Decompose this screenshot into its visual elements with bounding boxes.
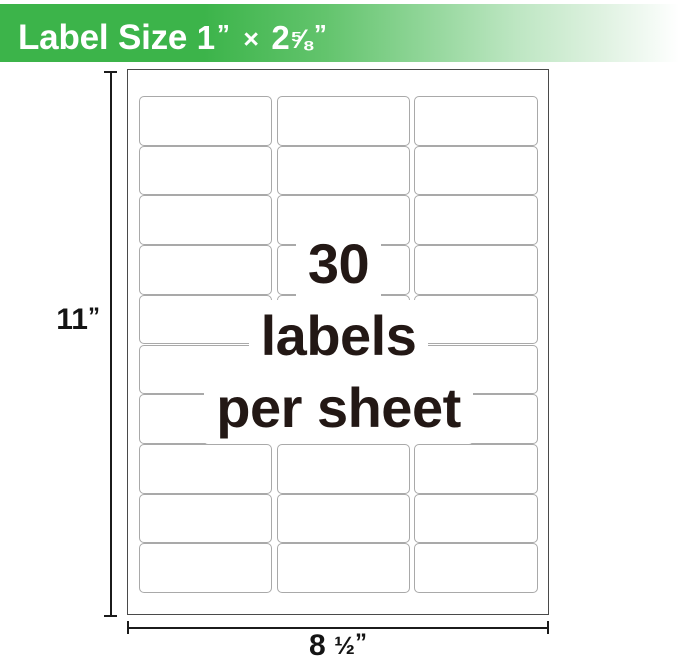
height-inch-mark: ”	[313, 19, 327, 49]
dimension-shaft-horizontal	[128, 627, 548, 629]
label-cell	[414, 443, 538, 494]
label-cell	[277, 394, 410, 444]
label-cell	[414, 394, 538, 444]
label-width-value: 1	[196, 19, 215, 56]
label-cell	[139, 145, 272, 196]
label-grid	[139, 96, 538, 593]
dimension-shaft-vertical	[110, 72, 112, 616]
header-prefix-text: Label Size	[18, 18, 188, 57]
label-cell	[414, 344, 538, 395]
label-cell	[139, 294, 272, 345]
label-cell	[277, 96, 410, 146]
dimension-cap-top	[104, 71, 117, 73]
height-dimension-line	[104, 71, 117, 617]
width-dimension-inch-mark: ”	[354, 629, 367, 656]
label-cell	[139, 195, 272, 246]
label-cell	[139, 394, 272, 444]
label-cell	[139, 96, 272, 146]
label-cell	[277, 294, 410, 345]
label-cell	[414, 96, 538, 146]
height-dimension-value: 11	[56, 303, 88, 336]
width-dimension-label: 8 ½”	[127, 629, 549, 663]
label-cell	[414, 195, 538, 246]
label-cell	[139, 245, 272, 295]
height-dimension-inch-mark: ”	[88, 303, 100, 330]
dimension-cap-bottom	[104, 615, 117, 617]
label-column	[139, 96, 272, 593]
label-column	[277, 96, 410, 593]
label-cell	[414, 493, 538, 544]
label-cell	[277, 195, 410, 246]
label-cell	[277, 543, 410, 593]
label-cell	[277, 443, 410, 494]
label-column	[414, 96, 538, 593]
label-cell	[139, 344, 272, 395]
height-dimension-label: 11”	[34, 303, 100, 337]
dimension-cap-left	[127, 621, 129, 634]
width-dimension-whole: 8	[309, 629, 326, 662]
label-cell	[414, 543, 538, 593]
label-cell	[277, 344, 410, 395]
width-inch-mark: ”	[216, 19, 230, 49]
label-cell	[414, 294, 538, 345]
label-height-whole: 2	[271, 19, 290, 56]
label-cell	[414, 245, 538, 295]
label-cell	[414, 145, 538, 196]
label-cell	[277, 145, 410, 196]
label-cell	[277, 245, 410, 295]
label-cell	[277, 493, 410, 544]
dimension-cap-right	[547, 621, 549, 634]
label-cell	[139, 543, 272, 593]
header-title: Label Size 1” × 2⅝”	[18, 12, 328, 58]
header-banner: Label Size 1” × 2⅝”	[0, 4, 679, 62]
label-cell	[139, 493, 272, 544]
multiplication-sign: ×	[243, 24, 259, 54]
label-cell	[139, 443, 272, 494]
width-dimension-fraction: ½	[334, 632, 355, 660]
width-dimension-line	[127, 621, 549, 634]
label-height-fraction: ⅝	[289, 24, 312, 54]
